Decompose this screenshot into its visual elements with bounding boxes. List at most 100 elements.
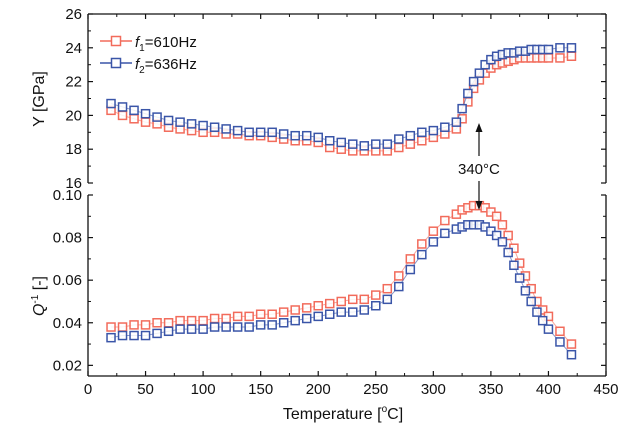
data-point-p0-s0-46	[543, 53, 554, 63]
data-point-p1-s0-8	[198, 315, 208, 326]
data-point-p1-s1-8	[198, 324, 208, 334]
data-point-p0-s1-17	[301, 130, 312, 141]
data-point-p0-s1-7	[186, 119, 197, 129]
legend-label-f1: f1=610Hz	[135, 34, 197, 54]
data-point-p1-s0-3	[140, 320, 151, 330]
data-point-p1-s1-7	[186, 324, 197, 334]
data-point-p0-s0-3	[140, 117, 151, 127]
data-point-p1-s0-22	[359, 294, 370, 305]
data-point-p0-s1-18	[313, 132, 323, 143]
data-point-p0-s1-28	[428, 125, 439, 136]
data-point-p0-s1-8	[198, 120, 208, 131]
data-point-p0-s1-2	[129, 105, 139, 116]
data-point-p0-s0-25	[394, 142, 404, 153]
x-tick-label: 450	[593, 381, 618, 398]
data-point-p1-s1-20	[336, 307, 346, 317]
x-tick-label: 50	[137, 381, 154, 398]
legend: f1=610Hz f2=636Hz	[100, 34, 197, 76]
data-point-p0-s1-25	[394, 134, 404, 144]
x-title-rest: C]	[387, 406, 403, 423]
x-title-main: Temperature [	[283, 406, 382, 423]
data-point-p0-s0-27	[417, 136, 427, 146]
data-point-p1-s1-19	[324, 309, 335, 319]
data-point-p1-s1-5	[163, 326, 174, 337]
legend-f1-italic: f	[135, 34, 141, 51]
x-tick-label: 100	[191, 381, 216, 398]
data-point-p0-s1-1	[117, 102, 128, 112]
data-point-p0-s1-32	[463, 88, 473, 99]
annotation-arrows	[475, 123, 483, 210]
data-point-p1-s0-15	[278, 307, 289, 317]
data-point-p1-s0-14	[267, 309, 277, 319]
data-point-p1-s0-0	[106, 322, 116, 332]
data-point-p1-s1-40	[509, 260, 519, 271]
data-point-p1-s1-45	[537, 315, 548, 326]
data-point-p1-s1-0	[106, 332, 116, 343]
data-point-p0-s1-14	[267, 127, 277, 138]
data-point-p1-s0-7	[186, 315, 197, 326]
data-point-p0-s1-29	[440, 122, 450, 132]
data-point-p1-s1-3	[140, 330, 151, 341]
x-tick-label: 250	[363, 381, 388, 398]
data-point-p0-s1-30	[451, 117, 462, 127]
data-point-p1-s0-47	[555, 326, 565, 337]
x-tick-label: 400	[536, 381, 561, 398]
data-point-p1-s1-6	[175, 324, 185, 334]
data-point-p0-s1-23	[371, 139, 381, 149]
data-point-p1-s0-6	[175, 315, 185, 326]
data-point-p1-s0-37	[491, 211, 502, 222]
data-point-p1-s1-47	[555, 337, 565, 347]
data-point-p1-s1-18	[313, 311, 323, 322]
data-point-p1-s1-26	[405, 264, 416, 275]
y-tick-label: 20	[65, 107, 82, 124]
data-point-p1-s1-42	[520, 286, 531, 296]
y-tick-label: 24	[65, 40, 82, 57]
y-tick-label: 26	[65, 6, 82, 23]
x-tick-label: 0	[84, 381, 92, 398]
data-point-p1-s1-44	[532, 307, 542, 317]
data-point-p0-s1-33	[468, 76, 479, 87]
data-point-p1-s1-14	[267, 320, 277, 330]
data-point-p0-s1-31	[457, 103, 467, 114]
data-point-p0-s0-1	[117, 110, 128, 121]
data-point-p0-s1-6	[175, 117, 185, 127]
legend-f1-rest: =610Hz	[145, 34, 197, 51]
data-point-p0-s1-0	[106, 98, 116, 109]
data-point-p1-s1-9	[209, 322, 220, 332]
data-point-p1-s0-11	[232, 311, 243, 322]
x-title-sup: o	[382, 404, 388, 415]
y-bottom-rest: [-]	[31, 276, 48, 295]
y-bottom-sup: -1	[30, 294, 41, 303]
data-point-p0-s1-47	[555, 43, 565, 53]
data-point-p0-s1-15	[278, 129, 289, 139]
data-point-p1-s1-37	[491, 230, 502, 241]
data-point-p1-s0-19	[324, 298, 335, 309]
data-point-p1-s1-46	[543, 324, 554, 334]
data-point-p1-s0-21	[348, 294, 358, 305]
data-point-p0-s0-2	[129, 114, 139, 124]
x-axis-title: Temperature [oC]	[283, 404, 403, 423]
data-point-p0-s1-21	[348, 139, 358, 149]
data-point-p1-s0-39	[503, 230, 513, 241]
y-tick-label: 18	[65, 141, 82, 158]
data-point-p1-s1-38	[497, 237, 508, 247]
x-tick-label: 200	[306, 381, 331, 398]
data-point-p1-s0-4	[152, 318, 162, 328]
x-tick-label: 350	[478, 381, 503, 398]
legend-entry-f2: f2=636Hz	[100, 56, 197, 76]
data-point-p1-s1-16	[290, 315, 300, 326]
y-tick-label: 0.04	[53, 315, 82, 332]
data-point-p0-s1-20	[336, 137, 346, 148]
data-point-p1-s0-17	[301, 303, 312, 313]
data-point-p0-s1-10	[221, 124, 231, 134]
data-point-p0-s1-12	[244, 127, 254, 138]
data-point-p1-s1-43	[526, 296, 536, 307]
data-point-p0-s1-27	[417, 127, 427, 138]
legend-label-f2: f2=636Hz	[135, 56, 197, 76]
data-point-p1-s1-41	[514, 273, 525, 283]
legend-marker-f2	[110, 57, 122, 69]
y-tick-label: 16	[65, 175, 82, 192]
data-point-p1-s0-12	[244, 311, 254, 322]
legend-marker-f1	[110, 35, 122, 47]
data-point-p0-s1-4	[152, 112, 162, 122]
